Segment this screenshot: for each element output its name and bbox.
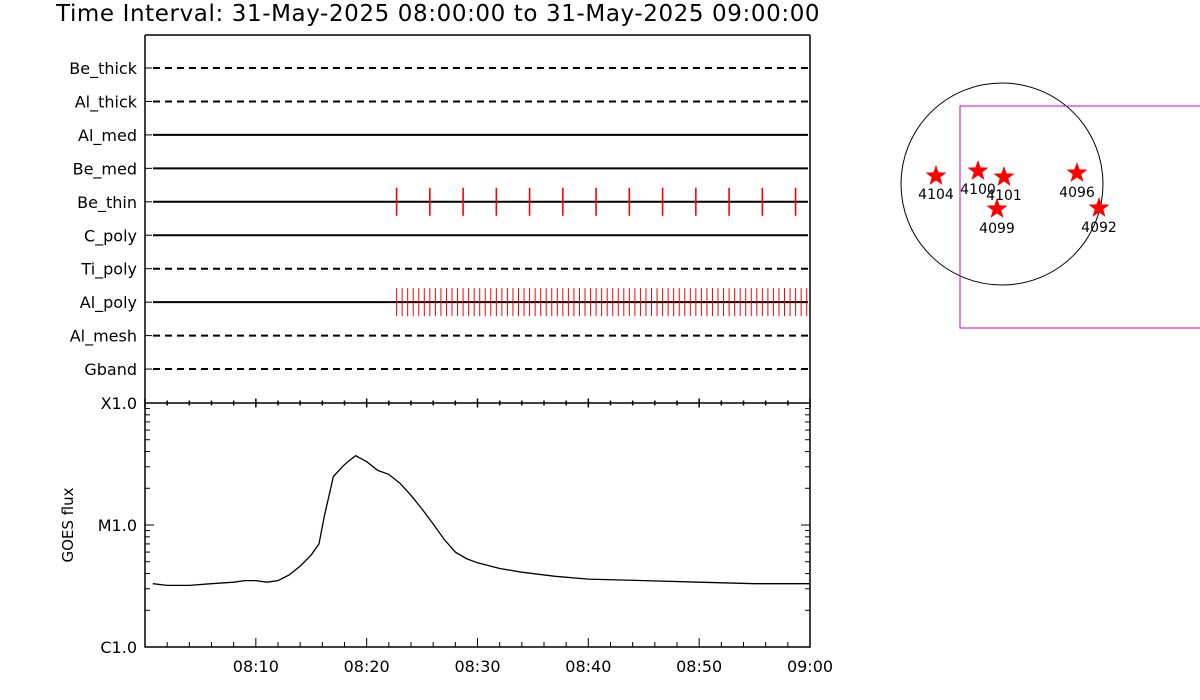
- timeline-row-label: Be_thick: [69, 59, 137, 79]
- timeline-row-label: Be_thin: [77, 193, 137, 213]
- active-region-label: 4104: [918, 187, 954, 203]
- solar-disk: [900, 82, 1104, 286]
- x-tick-label: 08:30: [454, 657, 500, 676]
- timeline-row-label: Al_thick: [75, 92, 138, 112]
- active-region-label: 4096: [1059, 185, 1095, 201]
- y-tick-label: C1.0: [100, 638, 137, 657]
- active-region-star: [993, 166, 1015, 186]
- timeline-row-label: Be_med: [73, 159, 137, 179]
- x-tick-label: 08:10: [233, 657, 279, 676]
- timeline-row-label: Al_med: [78, 126, 137, 146]
- goes-frame: [144, 402, 811, 648]
- active-region-label: 4099: [979, 221, 1015, 237]
- active-region-star: [925, 165, 947, 185]
- y-tick-label: M1.0: [98, 516, 137, 535]
- timeline-row-label: Ti_poly: [80, 260, 137, 280]
- active-region-star: [1088, 197, 1110, 217]
- timeline-row-label: Al_mesh: [70, 327, 137, 347]
- active-region-label: 4101: [986, 188, 1022, 204]
- timeline-row-label: Al_poly: [80, 293, 137, 313]
- timeline-row-label: Gband: [84, 360, 137, 379]
- goes-flux-line: [152, 454, 810, 587]
- x-tick-label: 08:50: [676, 657, 722, 676]
- timeline-row-label: C_poly: [84, 226, 137, 246]
- active-region-star: [986, 198, 1008, 218]
- y-axis-label: GOES flux: [59, 487, 77, 562]
- y-tick-label: X1.0: [101, 394, 137, 413]
- x-tick-label: 09:00: [787, 657, 833, 676]
- active-region-star: [1066, 162, 1088, 182]
- active-region-label: 4092: [1081, 220, 1117, 236]
- chart-title: Time Interval: 31-May-2025 08:00:00 to 3…: [56, 1, 821, 27]
- x-tick-label: 08:20: [344, 657, 390, 676]
- active-region-star: [967, 160, 989, 180]
- field-of-view-box: [959, 105, 1200, 329]
- active-region-label: 4100: [960, 182, 996, 198]
- x-tick-label: 08:40: [565, 657, 611, 676]
